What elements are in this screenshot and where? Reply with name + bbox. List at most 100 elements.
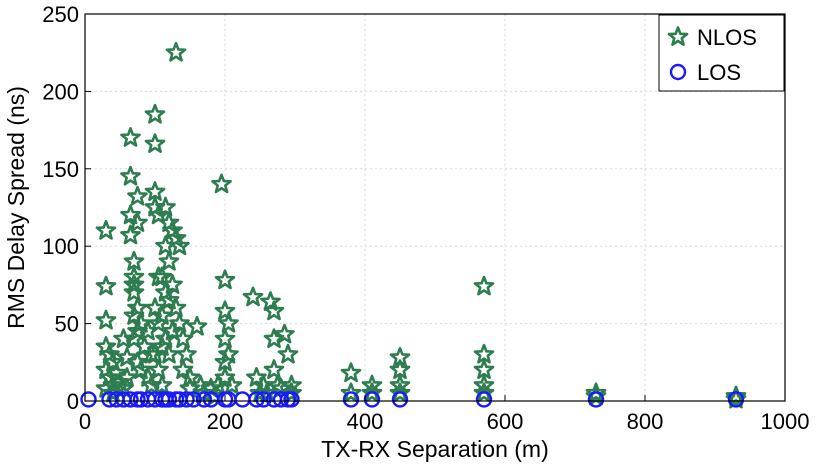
data-point-nlos [144,103,166,124]
data-point-los [475,391,493,408]
data-point-nlos [120,127,141,147]
x-tick-label: 800 [627,409,664,434]
data-point-los [255,391,272,408]
data-point-nlos [169,235,190,256]
data-point-nlos [218,343,239,364]
data-point-nlos [127,297,148,318]
data-point-nlos [95,219,117,240]
y-tick-label: 100 [42,234,79,259]
legend-label-nlos: NLOS [697,25,757,50]
x-tick-label: 400 [347,409,384,434]
data-point-nlos [172,328,194,349]
data-point-nlos [120,165,141,186]
data-point-nlos [281,382,302,403]
y-tick-label: 250 [42,2,79,27]
data-point-nlos [120,224,141,245]
x-axis-label: TX-RX Separation (m) [321,436,549,462]
data-point-nlos [169,312,190,333]
data-point-nlos [158,250,180,271]
data-point-nlos [361,382,383,403]
data-marks [80,41,747,409]
data-point-nlos [473,275,495,296]
data-point-nlos [473,382,495,403]
data-point-nlos [123,281,145,302]
data-point-nlos [281,374,302,395]
data-point-nlos [102,351,124,372]
y-tick-label: 0 [67,389,79,414]
data-point-nlos [158,343,180,364]
y-tick-label: 200 [42,79,79,104]
data-point-nlos [274,323,295,344]
data-point-nlos [106,362,127,383]
data-point-nlos [123,250,145,271]
data-point-los [80,391,97,408]
data-point-nlos [389,359,411,380]
data-point-nlos [127,185,148,206]
y-axis-label: RMS Delay Spread (ns) [3,86,29,329]
x-tick-label: 200 [207,409,244,434]
x-tick-label: 1000 [761,409,810,434]
legend-label-los: LOS [697,60,741,85]
data-point-nlos [176,343,197,364]
data-point-nlos [214,269,236,290]
data-point-nlos [155,196,176,217]
data-point-los [185,391,202,408]
data-point-nlos [242,286,264,307]
data-point-nlos [162,274,183,294]
legend-marker-los [669,63,687,81]
data-point-nlos [95,275,117,296]
data-point-los [272,391,290,408]
data-point-nlos [473,359,495,380]
data-point-nlos [725,385,747,406]
data-point-nlos [214,328,236,349]
data-point-nlos [340,382,362,403]
data-point-nlos [144,133,166,154]
data-point-los [587,391,605,408]
data-point-los [160,391,178,408]
data-point-nlos [211,173,232,194]
data-point-nlos [123,266,145,287]
data-point-nlos [473,343,495,364]
data-point-nlos [263,300,285,321]
data-point-los [234,391,251,408]
data-point-nlos [340,362,362,383]
axis-ticks: 0 200 400 600 800 1000 0 50 100 150 200 250 [42,2,809,434]
plot-frame [84,13,786,402]
data-point-nlos [116,346,138,367]
series-nlos [95,41,747,409]
data-point-nlos [389,382,411,403]
data-point-nlos [585,382,607,403]
data-point-los [283,391,300,408]
data-point-nlos [218,312,239,333]
data-point-nlos [148,359,169,380]
data-point-nlos [277,343,299,364]
data-point-nlos [214,300,236,321]
data-point-nlos [221,374,243,395]
data-point-nlos [260,291,281,311]
legend: NLOS LOS [658,14,785,92]
data-point-nlos [473,374,495,395]
y-tick-label: 50 [55,312,79,337]
data-point-nlos [165,297,187,318]
series-los [80,391,745,408]
legend-marker-nlos [667,26,689,46]
data-point-los [727,391,745,408]
data-point-nlos [123,274,145,294]
data-point-nlos [263,359,285,380]
legend-marker-nlos [667,26,689,46]
data-point-los [122,391,139,408]
x-tick-label: 600 [487,409,524,434]
data-point-nlos [151,266,173,287]
data-point-los [178,391,195,408]
data-point-nlos [151,305,173,325]
data-point-nlos [186,315,208,336]
x-tick-label: 0 [79,409,91,434]
data-point-los [342,391,360,408]
data-point-los [391,391,409,408]
data-point-nlos [116,366,138,387]
data-point-nlos [102,374,124,395]
legend-marker-los [669,63,687,81]
data-point-nlos [151,374,173,395]
data-point-nlos [389,374,411,395]
